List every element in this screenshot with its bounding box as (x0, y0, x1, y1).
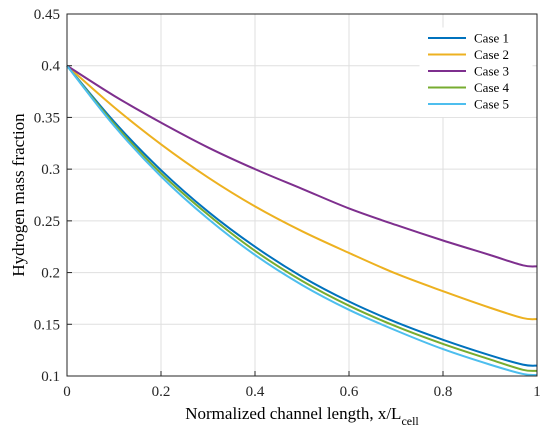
y-tick-label: 0.3 (41, 162, 60, 178)
y-axis-title: Hydrogen mass fraction (9, 113, 28, 277)
legend-box (419, 27, 533, 117)
x-axis-title: Normalized channel length, x/Lcell (185, 404, 419, 428)
y-tick-label: 0.4 (41, 59, 60, 75)
axis-ticks: 0 0.2 0.4 0.6 0.8 1 0.1 0.15 0.2 0.25 0.3 0.35 0.4 0.… (34, 7, 541, 400)
legend-label-case-4: Case 4 (474, 80, 510, 95)
y-tick-label: 0.15 (34, 317, 60, 333)
x-tick-label: 0 (63, 384, 71, 400)
x-axis-title-main: Normalized channel length, x/L (185, 404, 401, 423)
y-tick-label: 0.45 (34, 7, 60, 23)
y-tick-label: 0.35 (34, 110, 60, 126)
legend-label-case-1: Case 1 (474, 31, 509, 46)
x-axis-title-subscript: cell (401, 414, 419, 428)
series-lines (66, 64, 538, 377)
x-tick-label: 0.8 (434, 384, 453, 400)
y-tick-label: 0.2 (41, 266, 60, 282)
plot-area-frame (66, 13, 538, 377)
legend-label-case-2: Case 2 (474, 47, 509, 62)
legend-label-case-5: Case 5 (474, 97, 509, 112)
series-line-case-2 (66, 64, 538, 321)
x-tick-label: 1 (533, 384, 541, 400)
legend-label-case-3: Case 3 (474, 64, 509, 79)
x-tick-label: 0.2 (152, 384, 171, 400)
series-line-case-1 (66, 65, 538, 367)
series-line-case-3 (66, 64, 538, 268)
y-tick-label: 0.1 (41, 369, 60, 385)
series-line-case-4 (66, 65, 538, 372)
y-tick-label: 0.25 (34, 214, 60, 230)
x-tick-label: 0.4 (246, 384, 265, 400)
series-line-case-5 (66, 65, 538, 377)
x-tick-label: 0.6 (340, 384, 359, 400)
